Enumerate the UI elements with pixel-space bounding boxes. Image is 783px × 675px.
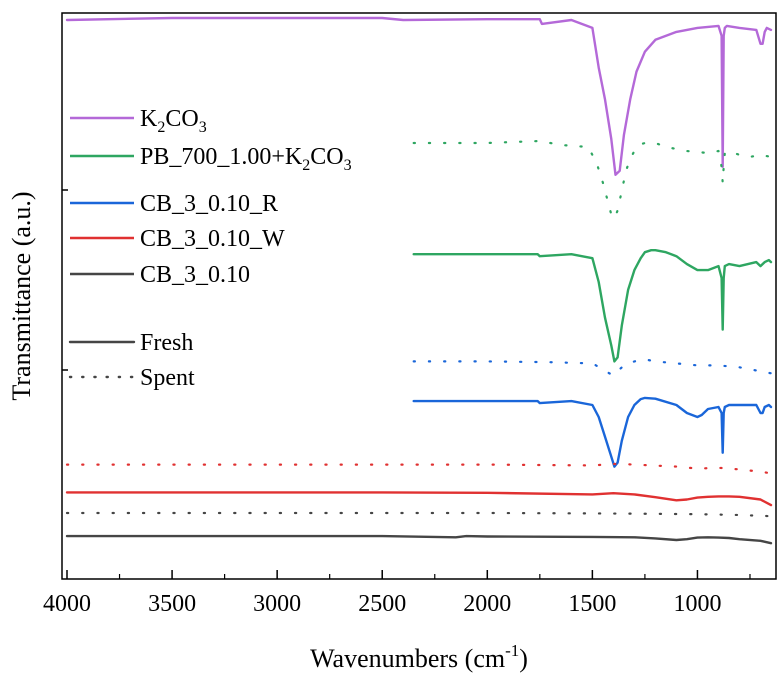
legend-style-label-1: Spent (140, 365, 195, 391)
legend-label-2: CB_3_0.10_R (140, 191, 278, 217)
series-line-3 (412, 358, 773, 377)
x-tick-label-2500: 2500 (358, 591, 406, 617)
plot-frame (61, 12, 777, 580)
series-line-1 (412, 139, 773, 220)
legend: K2CO3 PB_700_1.00+K2CO3 CB_3_0.10_R CB_3_0.… (68, 106, 352, 391)
x-axis-title-close: ) (519, 644, 528, 673)
x-tick-label-1500: 1500 (568, 591, 616, 617)
legend-label-1: PB_700_1.00+K2CO3 (140, 144, 352, 174)
x-tick-label-4000: 4000 (43, 591, 91, 617)
legend-label-4: CB_3_0.10 (140, 262, 250, 288)
x-axis-title-main: Wavenumbers (cm (310, 644, 505, 673)
x-axis-title-sup: -1 (505, 641, 519, 660)
x-axis-title: Wavenumbers (cm-1) (310, 641, 528, 673)
series-layer (65, 16, 773, 545)
x-tick-label-1000: 1000 (673, 591, 721, 617)
series-line-4 (412, 396, 773, 468)
y-axis-ticks (62, 189, 68, 371)
legend-label-0: K2CO3 (140, 106, 207, 136)
series-line-0 (65, 16, 773, 177)
series-line-5 (65, 462, 773, 475)
x-tick-label-3500: 3500 (148, 591, 196, 617)
series-line-8 (65, 534, 773, 545)
series-line-6 (65, 491, 773, 507)
legend-style-label-0: Fresh (140, 330, 193, 356)
legend-label-3: CB_3_0.10_W (140, 226, 285, 252)
series-line-7 (65, 511, 773, 518)
x-tick-label-2000: 2000 (463, 591, 511, 617)
series-line-2 (412, 248, 773, 363)
y-axis-title: Transmittance (a.u.) (7, 191, 36, 400)
x-axis-ticks: 4000 3500 3000 2500 2000 1500 1000 (43, 570, 751, 617)
x-tick-label-3000: 3000 (253, 591, 301, 617)
